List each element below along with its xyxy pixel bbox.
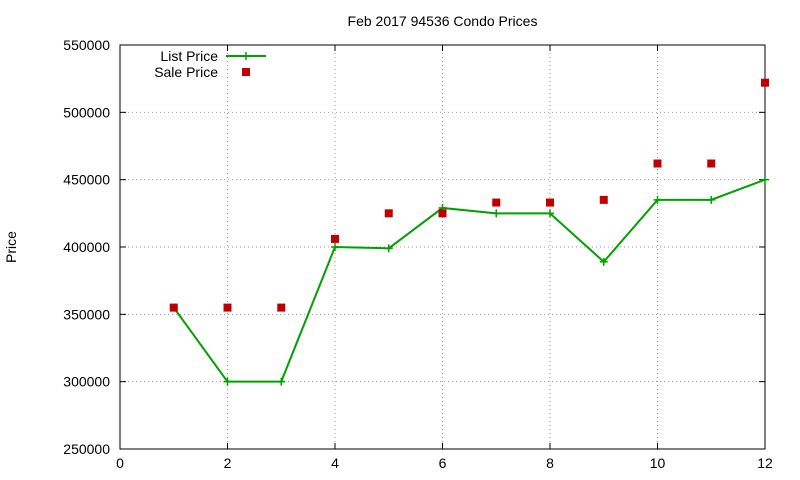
x-tick-label: 0: [116, 455, 124, 471]
y-tick-label: 550000: [63, 37, 110, 53]
list-price-point: [277, 377, 286, 386]
sale-price-point: [331, 234, 339, 243]
y-tick-label: 400000: [63, 239, 110, 255]
legend-label-list-price: List Price: [160, 48, 218, 64]
sale-price-point: [438, 209, 447, 218]
list-price-line: [172, 178, 766, 383]
grid: [120, 45, 765, 449]
x-tick-label: 10: [650, 455, 666, 471]
y-tick-label: 450000: [63, 172, 110, 188]
sale-price-point: [223, 303, 232, 312]
y-axis-label: Price: [3, 231, 19, 263]
sale-price-point: [653, 159, 662, 168]
x-tick-label: 6: [439, 455, 447, 471]
sale-price-point: [384, 209, 393, 218]
chart-title: Feb 2017 94536 Condo Prices: [348, 13, 538, 29]
list-price-point: [223, 377, 232, 386]
sale-price-point: [599, 195, 608, 204]
sale-price-point: [169, 303, 178, 312]
list-price-point: [331, 243, 339, 251]
sale-price-point: [492, 198, 501, 207]
list-price-series: [169, 175, 769, 386]
y-tick-label: 500000: [63, 104, 110, 120]
list-price-point: [653, 195, 662, 204]
list-price-point: [492, 209, 501, 218]
x-tick-label: 4: [331, 455, 339, 471]
sale-price-point: [707, 159, 716, 168]
list-price-point: [599, 257, 608, 266]
legend-label-sale-price: Sale Price: [154, 64, 218, 80]
list-price-point: [707, 195, 716, 204]
list-price-point: [761, 175, 769, 184]
legend-marker-list-price: [242, 52, 250, 60]
x-tick-label: 2: [224, 455, 232, 471]
series-layer: [169, 78, 769, 386]
sale-price-point: [546, 198, 554, 207]
sale-price-series: [169, 78, 769, 312]
x-tick-label: 8: [546, 455, 554, 471]
list-price-point: [546, 209, 554, 218]
sale-price-point: [761, 78, 769, 87]
x-tick-label: 12: [757, 455, 773, 471]
y-tick-label: 300000: [63, 374, 110, 390]
y-tick-label: 250000: [63, 441, 110, 457]
y-tick-label: 350000: [63, 306, 110, 322]
sale-price-point: [277, 303, 286, 312]
list-price-point: [384, 244, 393, 253]
axis-ticks: 250000 300000 350000 400000 450000 500000 5500…: [63, 37, 773, 471]
legend-marker-sale-price: [242, 68, 250, 76]
